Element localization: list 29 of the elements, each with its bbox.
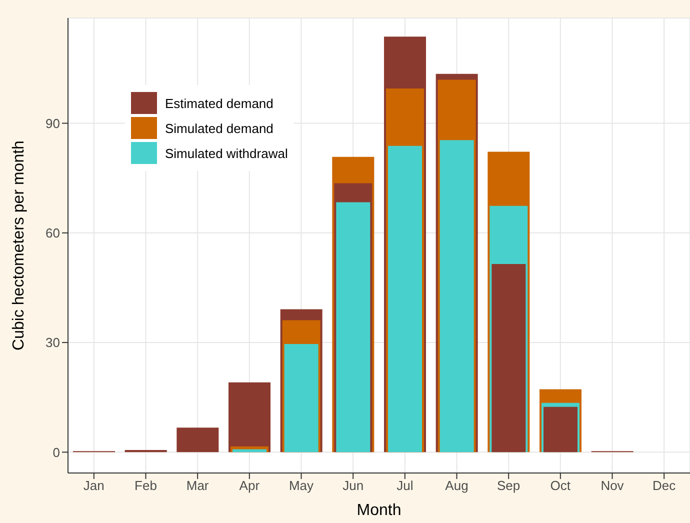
x-tick-label: May [288,478,314,494]
bar [176,428,219,452]
bar [440,140,474,452]
y-tick-label: 60 [46,226,60,241]
bar [232,449,266,452]
x-tick-label: Feb [134,478,157,494]
y-tick-label: 90 [46,116,60,131]
x-tick-label: Mar [186,478,210,494]
bar [124,450,167,452]
x-tick-label: Jul [396,478,414,494]
legend-label: Simulated withdrawal [165,146,288,160]
legend-label: Simulated demand [165,120,274,136]
bar [388,146,422,452]
bar [336,202,370,452]
bar [284,344,318,452]
x-tick-label: Jan [83,478,104,494]
x-tick-label: Nov [600,478,624,494]
x-tick-label: Jun [342,478,364,494]
y-tick-label: 30 [46,335,60,350]
bar [228,382,270,452]
legend-label: Estimated demand [165,96,274,110]
x-tick-label: Oct [550,478,571,494]
x-tick-label: Aug [445,478,468,494]
y-tick-label: 0 [52,444,60,460]
x-tick-label: Apr [239,478,260,494]
x-tick-label: Sep [497,478,520,494]
y-axis-title: Cubic hectometers per month [10,140,28,350]
x-axis-title: Month [356,502,402,519]
x-tick-label: Dec [652,478,676,494]
